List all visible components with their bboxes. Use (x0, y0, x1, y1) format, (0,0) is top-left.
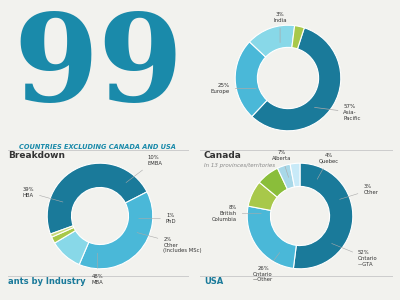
Text: 1%
PhD: 1% PhD (139, 213, 176, 224)
Text: 4%
Quebec: 4% Quebec (317, 152, 339, 179)
Wedge shape (52, 227, 76, 243)
Text: 2%
Other
(Includes MSc): 2% Other (Includes MSc) (137, 232, 202, 253)
Wedge shape (292, 26, 304, 49)
Text: ants by Industry: ants by Industry (8, 278, 86, 286)
Wedge shape (278, 164, 294, 189)
Text: COUNTRIES EXCLUDING CANADA AND USA: COUNTRIES EXCLUDING CANADA AND USA (19, 144, 176, 150)
Text: USA: USA (204, 278, 223, 286)
Wedge shape (50, 226, 74, 237)
Text: 39%
HBA: 39% HBA (22, 187, 63, 202)
Text: 3%
India: 3% India (273, 12, 287, 43)
Wedge shape (247, 206, 296, 268)
Text: 8%
British
Columbia: 8% British Columbia (212, 205, 261, 222)
Wedge shape (248, 182, 277, 211)
Wedge shape (252, 28, 341, 131)
Text: 3%
Other: 3% Other (340, 184, 378, 199)
Wedge shape (250, 25, 295, 57)
Text: 26%
Ontario
—Other: 26% Ontario —Other (253, 253, 280, 282)
Text: 25%
Europe: 25% Europe (211, 83, 256, 94)
Text: Breakdown: Breakdown (8, 152, 65, 160)
Wedge shape (259, 168, 288, 197)
Text: 57%
Asia-
Pacific: 57% Asia- Pacific (314, 104, 361, 121)
Text: 7%
Alberta: 7% Alberta (272, 150, 291, 177)
Text: 48%
MBA: 48% MBA (92, 253, 103, 285)
Wedge shape (55, 231, 89, 265)
Wedge shape (290, 163, 300, 187)
Wedge shape (79, 192, 153, 269)
Text: Canada: Canada (204, 152, 242, 160)
Text: 99: 99 (14, 8, 184, 126)
Text: 10%
EMBA: 10% EMBA (126, 155, 162, 183)
Wedge shape (293, 163, 353, 269)
Wedge shape (235, 42, 267, 116)
Text: In 13 provinces/territories: In 13 provinces/territories (204, 164, 275, 169)
Wedge shape (47, 163, 147, 234)
Text: 52%
Ontario
—GTA: 52% Ontario —GTA (332, 243, 378, 266)
